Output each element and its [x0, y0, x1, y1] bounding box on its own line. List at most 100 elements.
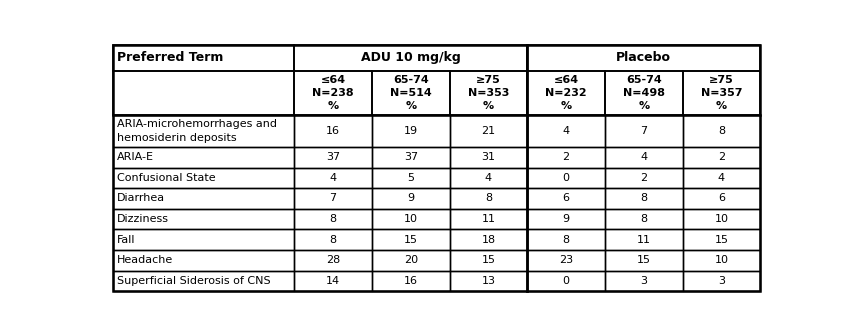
Text: 2: 2	[562, 152, 570, 162]
Bar	[294, 188, 372, 209]
Bar	[605, 167, 682, 188]
Bar	[682, 167, 760, 188]
Text: 6: 6	[718, 193, 725, 203]
Text: ADU 10 mg/kg: ADU 10 mg/kg	[361, 52, 461, 65]
Text: 31: 31	[481, 152, 495, 162]
Text: Placebo: Placebo	[616, 52, 671, 65]
Text: 4: 4	[485, 173, 492, 183]
Text: 0: 0	[562, 276, 570, 286]
Bar	[527, 229, 605, 250]
Bar	[450, 188, 527, 209]
Bar	[372, 147, 450, 167]
Bar	[527, 167, 605, 188]
Bar	[527, 188, 605, 209]
Text: N=514: N=514	[390, 88, 432, 98]
Text: Headache: Headache	[117, 255, 173, 265]
Bar	[294, 45, 527, 71]
Text: %: %	[327, 102, 339, 112]
Text: %: %	[638, 102, 649, 112]
Text: 8: 8	[330, 214, 337, 224]
Text: Diarrhea: Diarrhea	[117, 193, 165, 203]
Bar	[372, 167, 450, 188]
Text: 4: 4	[562, 126, 570, 136]
Text: 6: 6	[562, 193, 570, 203]
Bar	[113, 147, 294, 167]
Text: 9: 9	[407, 193, 414, 203]
Bar	[294, 115, 372, 147]
Text: 8: 8	[330, 235, 337, 245]
Bar	[113, 115, 294, 147]
Text: 7: 7	[640, 126, 648, 136]
Text: 11: 11	[481, 214, 495, 224]
Bar	[113, 271, 294, 291]
Bar	[113, 229, 294, 250]
Bar	[450, 229, 527, 250]
Bar	[294, 167, 372, 188]
Text: 8: 8	[562, 235, 570, 245]
Text: ≤64: ≤64	[320, 75, 346, 85]
Bar	[294, 250, 372, 271]
Text: 2: 2	[717, 152, 725, 162]
Text: %: %	[561, 102, 572, 112]
Text: 23: 23	[559, 255, 573, 265]
Text: N=357: N=357	[700, 88, 742, 98]
Bar	[372, 250, 450, 271]
Text: N=238: N=238	[313, 88, 354, 98]
Text: 16: 16	[404, 276, 417, 286]
Text: 7: 7	[330, 193, 337, 203]
Bar	[294, 71, 372, 115]
Bar	[113, 45, 294, 71]
Text: %: %	[483, 102, 494, 112]
Bar	[605, 209, 682, 229]
Bar	[372, 115, 450, 147]
Text: 15: 15	[404, 235, 417, 245]
Text: 8: 8	[640, 214, 648, 224]
Text: 10: 10	[714, 255, 728, 265]
Bar	[682, 188, 760, 209]
Text: 15: 15	[714, 235, 728, 245]
Bar	[527, 115, 605, 147]
Text: ≤64: ≤64	[554, 75, 579, 85]
Bar	[527, 271, 605, 291]
Bar	[527, 209, 605, 229]
Bar	[605, 229, 682, 250]
Bar	[113, 167, 294, 188]
Text: 10: 10	[404, 214, 417, 224]
Bar	[372, 209, 450, 229]
Bar	[527, 250, 605, 271]
Bar	[682, 115, 760, 147]
Bar	[113, 188, 294, 209]
Text: %: %	[406, 102, 417, 112]
Text: 4: 4	[640, 152, 648, 162]
Text: 37: 37	[404, 152, 417, 162]
Text: 13: 13	[481, 276, 495, 286]
Bar	[682, 147, 760, 167]
Text: 4: 4	[330, 173, 337, 183]
Text: 15: 15	[636, 255, 651, 265]
Text: ARIA-microhemorrhages and: ARIA-microhemorrhages and	[117, 119, 277, 129]
Bar	[682, 71, 760, 115]
Text: 21: 21	[481, 126, 496, 136]
Text: ≥75: ≥75	[476, 75, 501, 85]
Bar	[450, 209, 527, 229]
Text: ARIA-E: ARIA-E	[117, 152, 154, 162]
Text: 2: 2	[640, 173, 648, 183]
Bar	[527, 71, 605, 115]
Bar	[450, 147, 527, 167]
Bar	[605, 71, 682, 115]
Bar	[605, 115, 682, 147]
Bar	[372, 271, 450, 291]
Bar	[527, 45, 760, 71]
Text: 3: 3	[640, 276, 648, 286]
Text: hemosiderin deposits: hemosiderin deposits	[117, 133, 237, 143]
Bar	[605, 250, 682, 271]
Text: 18: 18	[481, 235, 496, 245]
Text: 16: 16	[326, 126, 340, 136]
Text: N=232: N=232	[545, 88, 587, 98]
Text: 65-74: 65-74	[626, 75, 662, 85]
Text: 19: 19	[404, 126, 417, 136]
Text: Dizziness: Dizziness	[117, 214, 169, 224]
Text: 8: 8	[717, 126, 725, 136]
Bar	[605, 188, 682, 209]
Bar	[372, 71, 450, 115]
